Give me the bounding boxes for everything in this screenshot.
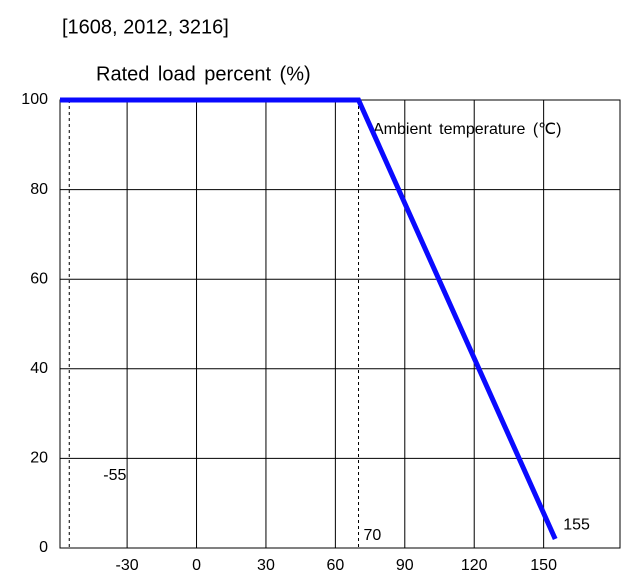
x-tick-label: 150 xyxy=(530,557,557,574)
x-tick-label: 30 xyxy=(257,557,275,574)
marker-label: 70 xyxy=(364,527,382,544)
y-tick-label: 80 xyxy=(30,181,48,198)
x-tick-label: 0 xyxy=(192,557,201,574)
data-line xyxy=(60,97,558,541)
y-tick-label: 60 xyxy=(30,270,48,287)
point-label: 155 xyxy=(563,516,590,533)
y-tick-label: 100 xyxy=(21,91,48,108)
y-axis-label: Rated load percent (%) xyxy=(96,63,311,85)
plot-border xyxy=(59,99,621,549)
chart-title: [1608, 2012, 3216] xyxy=(62,16,229,38)
marker-label: -55 xyxy=(103,467,126,484)
x-tick-label: 120 xyxy=(461,557,488,574)
x-tick-label: 90 xyxy=(396,557,414,574)
y-tick-label: 0 xyxy=(39,539,48,556)
x-tick-label: 60 xyxy=(326,557,344,574)
y-tick-label: 20 xyxy=(30,450,48,467)
x-axis-label: Ambient temperature (℃) xyxy=(373,121,561,138)
x-tick-label: -30 xyxy=(116,557,139,574)
y-tick-label: 40 xyxy=(30,360,48,377)
